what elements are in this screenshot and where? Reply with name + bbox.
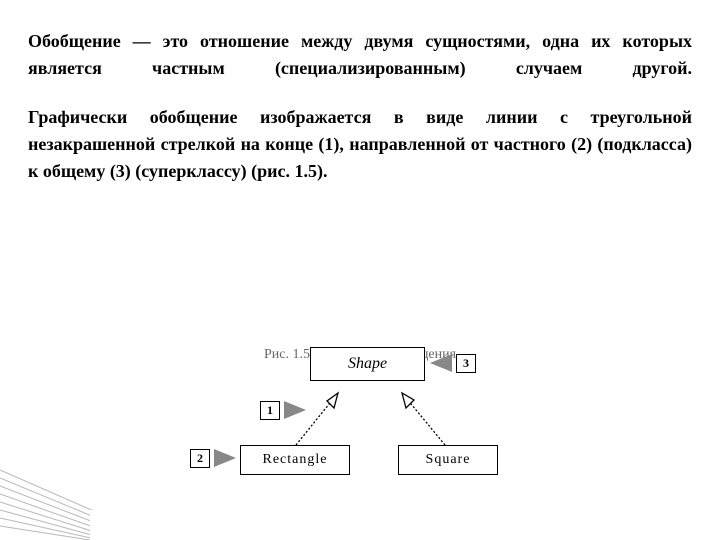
node-rectangle-label: Rectangle (263, 452, 328, 468)
paragraph-2: Графически обобщение изображается в виде… (28, 104, 692, 185)
callout-1: 1 (260, 399, 306, 421)
paragraph-1: Обобщение — это отношение между двумя су… (28, 28, 692, 82)
callout-2: 2 (190, 447, 236, 469)
callout-2-num: 2 (190, 449, 210, 468)
node-square: Square (398, 445, 498, 475)
callout-3: 3 (430, 352, 476, 374)
callout-3-num: 3 (456, 354, 476, 373)
node-square-label: Square (426, 452, 471, 468)
node-rectangle: Rectangle (240, 445, 350, 475)
node-shape-label: Shape (348, 355, 387, 373)
node-shape: Shape (310, 347, 425, 381)
uml-diagram: Shape Rectangle Square 3 1 2 Рис. 1.5. О… (170, 347, 550, 363)
callout-1-num: 1 (260, 401, 280, 420)
